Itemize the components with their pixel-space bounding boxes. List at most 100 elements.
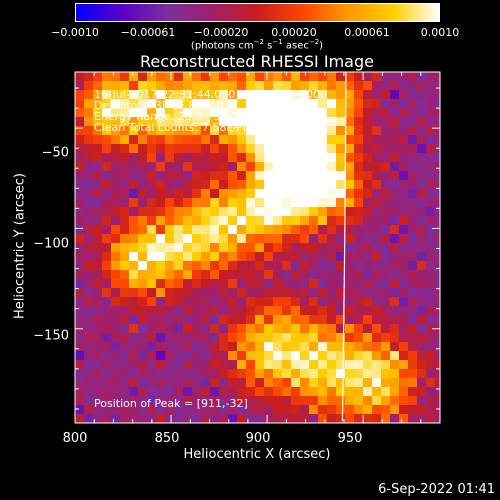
heatmap-cell: [228, 252, 237, 261]
heatmap-cell: [129, 108, 138, 117]
heatmap-cell: [390, 324, 399, 333]
heatmap-cell: [138, 378, 147, 387]
heatmap-cell: [201, 396, 210, 405]
heatmap-cell: [174, 180, 183, 189]
heatmap-cell: [264, 117, 273, 126]
heatmap-cell: [336, 171, 345, 180]
heatmap-cell: [237, 216, 246, 225]
heatmap-cell: [210, 288, 219, 297]
heatmap-cell: [120, 198, 129, 207]
heatmap-cell: [264, 252, 273, 261]
heatmap-cell: [84, 369, 93, 378]
heatmap-cell: [435, 261, 440, 270]
heatmap-cell: [228, 297, 237, 306]
heatmap-cell: [120, 234, 129, 243]
heatmap-cell: [264, 414, 273, 423]
heatmap-cell: [363, 270, 372, 279]
heatmap-cell: [363, 225, 372, 234]
heatmap-cell: [138, 189, 147, 198]
heatmap-cell: [165, 396, 174, 405]
heatmap-cell: [372, 342, 381, 351]
heatmap-cell: [219, 72, 228, 81]
heatmap-cell: [417, 180, 426, 189]
heatmap-cell: [381, 81, 390, 90]
heatmap-cell: [246, 171, 255, 180]
heatmap-cell: [417, 414, 426, 423]
heatmap-cell: [165, 351, 174, 360]
heatmap-cell: [318, 81, 327, 90]
heatmap-cell: [84, 72, 93, 81]
heatmap-cell: [264, 360, 273, 369]
heatmap-cell: [426, 369, 435, 378]
heatmap-cell: [255, 81, 264, 90]
heatmap-cell: [363, 234, 372, 243]
heatmap-cell: [75, 252, 84, 261]
heatmap-cell: [246, 360, 255, 369]
heatmap-cell: [300, 279, 309, 288]
heatmap-cell: [336, 396, 345, 405]
heatmap-cell: [327, 405, 336, 414]
heatmap-cell: [165, 225, 174, 234]
heatmap-cell: [291, 171, 300, 180]
heatmap-cell: [408, 162, 417, 171]
heatmap-cell: [327, 117, 336, 126]
heatmap-cell: [390, 243, 399, 252]
heatmap-cell: [300, 306, 309, 315]
heatmap-cell: [273, 315, 282, 324]
heatmap-cell: [174, 162, 183, 171]
heatmap-cell: [354, 333, 363, 342]
heatmap-cell: [84, 243, 93, 252]
heatmap-cell: [363, 189, 372, 198]
solar-limb-line: [341, 72, 347, 422]
heatmap-cell: [228, 333, 237, 342]
heatmap-cell: [318, 414, 327, 423]
heatmap-cell: [219, 180, 228, 189]
heatmap-cell: [102, 216, 111, 225]
heatmap-cell: [273, 297, 282, 306]
heatmap-cell: [228, 189, 237, 198]
heatmap-cell: [201, 153, 210, 162]
heatmap-cell: [228, 396, 237, 405]
heatmap-cell: [255, 153, 264, 162]
heatmap-cell: [309, 306, 318, 315]
heatmap-cell: [408, 360, 417, 369]
heatmap-cell: [246, 414, 255, 423]
heatmap-cell: [183, 414, 192, 423]
heatmap-cell: [327, 261, 336, 270]
heatmap-cell: [372, 126, 381, 135]
heatmap-cell: [291, 207, 300, 216]
heatmap-cell: [291, 387, 300, 396]
heatmap-cell: [300, 189, 309, 198]
heatmap-cell: [201, 90, 210, 99]
heatmap-cell: [93, 405, 102, 414]
heatmap-cell: [273, 72, 282, 81]
heatmap-cell: [93, 99, 102, 108]
heatmap-cell: [309, 315, 318, 324]
heatmap-cell: [264, 387, 273, 396]
heatmap-cell: [264, 396, 273, 405]
heatmap-cell: [129, 396, 138, 405]
heatmap-cell: [255, 288, 264, 297]
heatmap-cell: [282, 162, 291, 171]
heatmap-cell: [156, 225, 165, 234]
heatmap-cell: [84, 414, 93, 423]
heatmap-cell: [174, 117, 183, 126]
heatmap-cell: [237, 387, 246, 396]
heatmap-cell: [291, 189, 300, 198]
heatmap-cell: [255, 387, 264, 396]
heatmap-cell: [75, 225, 84, 234]
heatmap-cell: [228, 99, 237, 108]
heatmap-cell: [291, 198, 300, 207]
heatmap-cell: [174, 396, 183, 405]
heatmap-cell: [93, 288, 102, 297]
heatmap-cell: [426, 405, 435, 414]
heatmap-cell: [291, 216, 300, 225]
heatmap-cell: [246, 162, 255, 171]
heatmap-cell: [120, 369, 129, 378]
heatmap-cell: [282, 234, 291, 243]
heatmap-cell: [390, 405, 399, 414]
heatmap-cell: [399, 180, 408, 189]
heatmap-cell: [111, 288, 120, 297]
heatmap-cell: [354, 252, 363, 261]
heatmap-cell: [318, 180, 327, 189]
